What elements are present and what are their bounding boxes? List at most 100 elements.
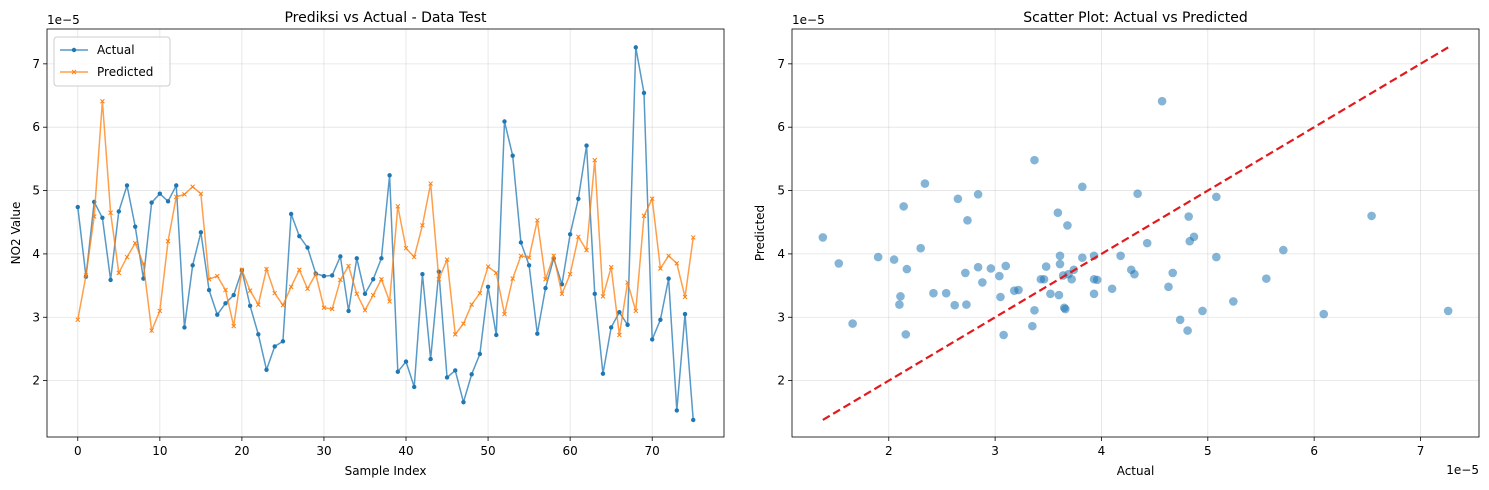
predicted-point (641, 213, 647, 219)
scatter-point (1133, 189, 1142, 199)
predicted-point (206, 276, 212, 282)
scatter-point (973, 190, 983, 199)
actual-point (338, 254, 343, 259)
predicted-point (141, 261, 146, 267)
scatter-chart-points (818, 96, 1453, 340)
actual-point (362, 291, 368, 297)
scatter-point (1041, 262, 1051, 271)
scatter-point (941, 288, 951, 298)
scatter-chart-x-axis-label: Actual (1117, 464, 1155, 478)
actual-point (346, 308, 351, 314)
scatter-point (1107, 284, 1117, 294)
actual-point (674, 408, 680, 413)
actual-point (297, 233, 302, 239)
actual-point (124, 183, 130, 188)
predicted-point (214, 273, 220, 279)
line-chart-panel: 0 10 20 30 40 50 60 70 2 3 4 5 6 7 Prediksi vs Actua… (9, 10, 725, 478)
actual-point (608, 325, 614, 330)
predicted-point (124, 254, 130, 260)
predicted-point (444, 257, 450, 262)
actual-point (395, 369, 401, 374)
actual-point (453, 368, 458, 373)
scatter-point (920, 179, 930, 188)
actual-point (108, 277, 113, 283)
actual-point (157, 191, 163, 196)
predicted-point (387, 299, 392, 304)
actual-point (633, 45, 638, 50)
scatter-point (916, 243, 925, 253)
actual-point (510, 153, 515, 158)
predicted-point (420, 223, 425, 228)
scatter-point (1061, 304, 1070, 314)
predicted-point (264, 266, 269, 272)
actual-point (576, 196, 581, 201)
actual-point (477, 351, 483, 357)
scatter-point (899, 202, 908, 211)
predicted-point (608, 264, 614, 270)
scatter-point (963, 216, 972, 225)
predicted-point (272, 290, 278, 296)
predicted-point (690, 235, 696, 240)
actual-point (649, 337, 655, 342)
line-chart-y-tick-label: 2 (32, 374, 40, 388)
actual-point (387, 173, 392, 178)
line-chart-y-tick-label: 7 (32, 57, 40, 71)
predicted-point (182, 192, 187, 197)
scatter-chart-grid (792, 29, 1479, 437)
line-chart-x-tick-label: 60 (562, 444, 577, 458)
scatter-point (1198, 306, 1207, 316)
scatter-point (1229, 297, 1238, 306)
predicted-point (674, 261, 680, 266)
series-actual (75, 45, 696, 423)
actual-point (494, 332, 499, 338)
scatter-chart-y-tick-label: 3 (777, 310, 785, 324)
predicted-point (288, 284, 294, 290)
predicted-point (510, 276, 516, 281)
actual-point (100, 215, 105, 220)
line-chart-series (75, 45, 696, 423)
actual-point (198, 230, 204, 235)
actual-point (420, 271, 425, 277)
line-chart-x-tick-label: 20 (234, 444, 249, 458)
scatter-point (1030, 305, 1039, 315)
predicted-point (231, 323, 237, 329)
scatter-point (1116, 251, 1125, 261)
scatter-point (901, 330, 911, 339)
actual-point (535, 331, 540, 336)
scatter-point (1164, 282, 1173, 292)
legend-actual-label: Actual (97, 43, 135, 57)
actual-point (116, 209, 122, 214)
scatter-chart-y-offset-label: 1e−5 (792, 13, 825, 27)
predicted-point (411, 254, 417, 260)
scatter-point (929, 288, 938, 298)
scatter-chart-x-tick-label: 6 (1310, 444, 1318, 458)
predicted-point (165, 238, 171, 244)
predicted-point (198, 191, 204, 197)
actual-point (469, 372, 474, 377)
actual-point (543, 285, 548, 291)
predicted-point (485, 264, 491, 269)
actual-point (518, 240, 524, 245)
scatter-point (973, 262, 983, 272)
scatter-point (1175, 315, 1185, 325)
scatter-point (961, 268, 970, 278)
actual-point (625, 322, 630, 328)
actual-point (641, 90, 647, 96)
actual-point (223, 301, 228, 306)
predicted-point (658, 266, 663, 271)
predicted-point (362, 307, 368, 313)
actual-point (272, 344, 277, 349)
predicted-point (428, 181, 433, 186)
scatter-point (1142, 238, 1152, 248)
predicted-point (682, 294, 688, 300)
actual-point (370, 277, 376, 282)
predicted-point (452, 332, 458, 337)
predicted-point (132, 240, 138, 246)
predicted-point (149, 328, 154, 333)
actual-point (379, 256, 384, 261)
predicted-point (526, 255, 532, 261)
legend-entries: Actual Predicted (60, 43, 153, 79)
line-chart-y-tick-label: 5 (32, 184, 40, 198)
predicted-point (370, 292, 376, 298)
scatter-point (848, 319, 857, 328)
